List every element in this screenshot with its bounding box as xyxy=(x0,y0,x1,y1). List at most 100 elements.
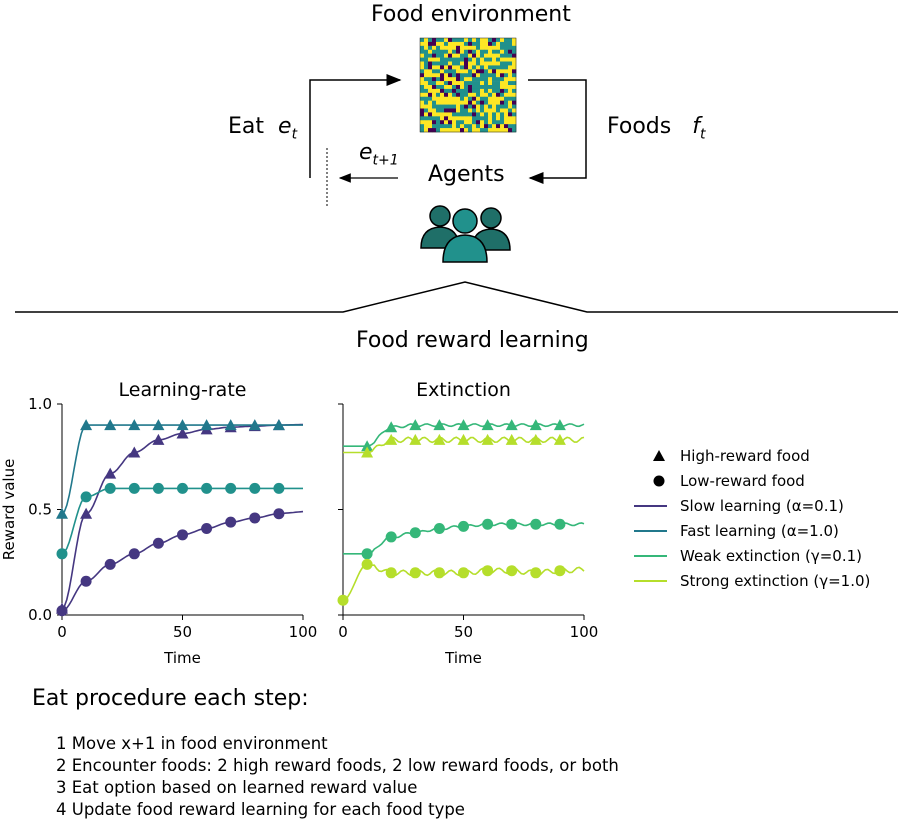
grid-cell xyxy=(472,104,477,109)
grid-cell xyxy=(448,38,453,43)
grid-cell xyxy=(512,49,517,54)
circle-marker xyxy=(80,491,92,503)
grid-cell xyxy=(432,128,437,133)
grid-cell xyxy=(424,88,429,94)
procedure-step: 2 Encounter foods: 2 high reward foods, … xyxy=(56,756,619,775)
grid-cell xyxy=(460,104,465,109)
grid-cell xyxy=(464,41,469,47)
grid-cell xyxy=(512,45,517,51)
grid-cell xyxy=(452,38,457,43)
grid-cell xyxy=(512,69,517,74)
grid-cell xyxy=(432,69,437,74)
grid-cell xyxy=(428,96,433,101)
grid-cell xyxy=(488,88,493,94)
grid-cell xyxy=(484,100,489,105)
grid-cell xyxy=(472,49,477,54)
grid-cell xyxy=(448,81,453,86)
grid-cell xyxy=(476,112,481,117)
grid-cell xyxy=(448,100,453,105)
grid-cell xyxy=(432,53,437,58)
grid-cell xyxy=(496,53,501,58)
triangle-marker xyxy=(128,419,141,431)
grid-cell xyxy=(488,92,493,98)
procedure-title: Eat procedure each step: xyxy=(32,686,309,711)
grid-cell xyxy=(428,92,433,98)
circle-marker xyxy=(433,567,445,579)
grid-cell xyxy=(512,112,517,117)
grid-cell xyxy=(484,49,489,54)
grid-cell xyxy=(476,128,481,133)
triangle-marker xyxy=(248,419,261,431)
grid-cell xyxy=(488,128,493,133)
grid-cell xyxy=(420,77,425,82)
grid-cell xyxy=(484,65,489,70)
triangle-marker xyxy=(272,419,285,431)
grid-cell xyxy=(476,104,481,109)
grid-cell xyxy=(484,85,489,90)
grid-cell xyxy=(432,65,437,70)
grid-cell xyxy=(432,57,437,62)
grid-cell xyxy=(460,116,465,121)
circle-marker xyxy=(554,565,566,577)
grid-cell xyxy=(508,104,513,109)
grid-cell xyxy=(452,92,457,98)
triangle-marker xyxy=(361,440,374,452)
grid-cell xyxy=(500,100,505,105)
grid-cell xyxy=(460,100,465,105)
grid-cell xyxy=(472,41,477,47)
grid-cell xyxy=(480,81,485,86)
grid-cell xyxy=(456,128,461,133)
grid-cell xyxy=(432,61,437,66)
grid-cell xyxy=(464,120,469,125)
grid-cell xyxy=(460,85,465,90)
grid-cell xyxy=(428,108,433,113)
grid-cell xyxy=(504,61,509,66)
triangle-marker xyxy=(457,433,470,445)
triangle-marker xyxy=(128,446,141,458)
grid-cell xyxy=(500,108,505,113)
triangle-marker xyxy=(224,421,237,433)
legend-triangle xyxy=(653,450,665,461)
grid-cell xyxy=(448,128,453,133)
grid-cell xyxy=(468,73,473,78)
grid-cell xyxy=(504,49,509,54)
grid-cell xyxy=(468,104,473,109)
grid-cell xyxy=(500,120,505,125)
grid-cell xyxy=(504,53,509,58)
triangle-marker xyxy=(224,419,237,431)
grid-cell xyxy=(476,116,481,121)
grid-cell xyxy=(508,45,513,51)
grid-cell xyxy=(452,61,457,66)
grid-cell xyxy=(472,92,477,98)
grid-cell xyxy=(452,45,457,51)
grid-cell xyxy=(512,81,517,86)
grid-cell xyxy=(500,81,505,86)
food-grid-border xyxy=(419,37,517,133)
eat-subscript: t xyxy=(291,126,298,143)
grid-cell xyxy=(500,49,505,54)
circle-marker xyxy=(225,516,237,528)
grid-cell xyxy=(456,124,461,129)
grid-cell xyxy=(476,61,481,66)
grid-cell xyxy=(460,45,465,51)
grid-cell xyxy=(432,73,437,78)
grid-cell xyxy=(472,73,477,78)
grid-cell xyxy=(492,38,497,43)
triangle-marker xyxy=(385,421,398,433)
grid-cell xyxy=(496,128,501,133)
grid-cell xyxy=(512,41,517,47)
grid-cell xyxy=(432,108,437,113)
grid-cell xyxy=(452,77,457,82)
agents-icon xyxy=(420,205,511,263)
grid-cell xyxy=(484,88,489,94)
grid-cell xyxy=(464,61,469,66)
grid-cell xyxy=(484,108,489,113)
grid-cell xyxy=(464,104,469,109)
grid-cell xyxy=(508,73,513,78)
series-line xyxy=(342,563,585,601)
grid-cell xyxy=(464,38,469,43)
grid-cell xyxy=(424,96,429,101)
grid-cell xyxy=(420,116,425,121)
grid-cell xyxy=(448,53,453,58)
triangle-marker xyxy=(481,433,494,445)
